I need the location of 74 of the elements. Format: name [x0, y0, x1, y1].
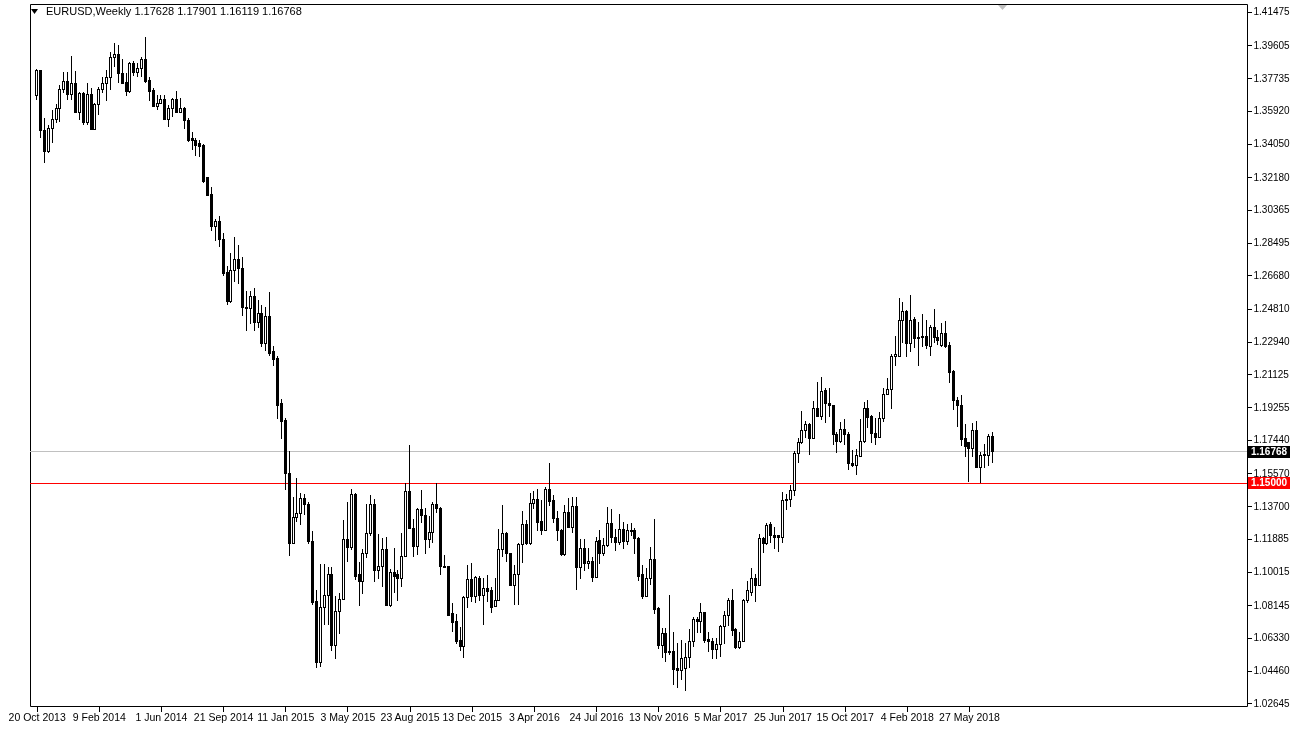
y-tick-label: 1.11885 [1253, 533, 1290, 545]
x-tick-label: 3 Apr 2016 [508, 710, 560, 723]
x-tick-label: 4 Feb 2018 [880, 710, 935, 723]
y-tick-label: 1.30365 [1253, 204, 1291, 216]
y-tick-label: 1.15570 [1253, 467, 1291, 479]
x-tick-label: 5 Mar 2017 [694, 710, 748, 723]
candlestick [874, 417, 878, 446]
candlestick [986, 433, 990, 467]
candlestick [680, 639, 684, 681]
candlestick [617, 513, 621, 546]
candlestick [116, 44, 120, 84]
candlestick [683, 642, 687, 692]
y-tick-label: 1.32180 [1253, 171, 1291, 183]
candlestick [140, 56, 144, 78]
candlestick [920, 313, 924, 348]
x-tick-label: 3 May 2015 [320, 710, 376, 723]
y-tick-label: 1.39605 [1253, 39, 1291, 51]
x-tick-label: 11 Jan 2015 [257, 710, 315, 723]
candlestick [478, 575, 482, 602]
candlestick [474, 575, 478, 604]
candlestick [676, 642, 680, 689]
candlestick [916, 321, 920, 367]
y-tick-label: 1.37735 [1253, 72, 1291, 84]
candlestick [621, 521, 625, 550]
y-tick-label: 1.41475 [1253, 6, 1291, 18]
x-tick-label: 15 Oct 2017 [816, 710, 874, 723]
candlestick [711, 637, 715, 660]
candlestick [481, 577, 485, 626]
y-tick-label: 1.21125 [1253, 368, 1290, 380]
candlestick [171, 97, 175, 118]
candlestick [108, 51, 112, 91]
x-tick-label: 13 Dec 2015 [442, 710, 503, 723]
y-tick-label: 1.02645 [1253, 697, 1291, 709]
x-tick-label: 13 Nov 2016 [628, 710, 689, 723]
y-tick-label: 1.24810 [1253, 303, 1291, 315]
x-tick-label: 1 Jun 2014 [135, 710, 188, 723]
candlestick [582, 538, 586, 572]
x-tick-label: 21 Sep 2014 [193, 710, 254, 723]
candlestick [924, 319, 928, 350]
y-tick-label: 1.13700 [1253, 500, 1291, 512]
x-tick-label: 27 May 2018 [939, 710, 1000, 723]
x-tick-label: 9 Feb 2014 [72, 710, 127, 723]
candlestick [932, 308, 936, 344]
candlestick [749, 567, 753, 597]
candlestick [773, 526, 777, 550]
ref-line-label: 1.15000 [1250, 477, 1288, 489]
x-tick-label: 25 Jun 2017 [754, 710, 813, 723]
candlestick [909, 294, 913, 353]
y-tick-label: 1.22940 [1253, 336, 1291, 348]
x-tick-label: 23 Aug 2015 [380, 710, 440, 723]
candlestick [66, 71, 70, 101]
x-tick-label: 20 Oct 2013 [8, 710, 66, 723]
x-tick-label: 24 Jul 2016 [569, 710, 624, 723]
y-tick-label: 1.26680 [1253, 269, 1291, 281]
candlestick [610, 508, 614, 544]
chart-title: EURUSD,Weekly 1.17628 1.17901 1.16119 1.16768 [46, 5, 302, 17]
y-tick-label: 1.04460 [1253, 665, 1291, 677]
y-tick-label: 1.28495 [1253, 237, 1291, 249]
candlestick [470, 562, 474, 603]
candlestick [990, 431, 994, 464]
y-tick-label: 1.34050 [1253, 138, 1291, 150]
y-tick-label: 1.35920 [1253, 105, 1291, 117]
candlestick [625, 523, 629, 546]
y-tick-label: 1.06330 [1253, 632, 1291, 644]
y-tick-label: 1.19255 [1253, 401, 1291, 413]
candlestick [536, 488, 540, 532]
y-tick-label: 1.10015 [1253, 566, 1291, 578]
candlestick [940, 322, 944, 348]
y-tick-label: 1.17440 [1253, 434, 1291, 446]
y-tick-label: 1.08145 [1253, 599, 1291, 611]
candlestick [248, 290, 252, 325]
candlestick [823, 387, 827, 424]
ref-line-label: 1.16768 [1250, 445, 1288, 457]
candlestick [913, 316, 917, 349]
